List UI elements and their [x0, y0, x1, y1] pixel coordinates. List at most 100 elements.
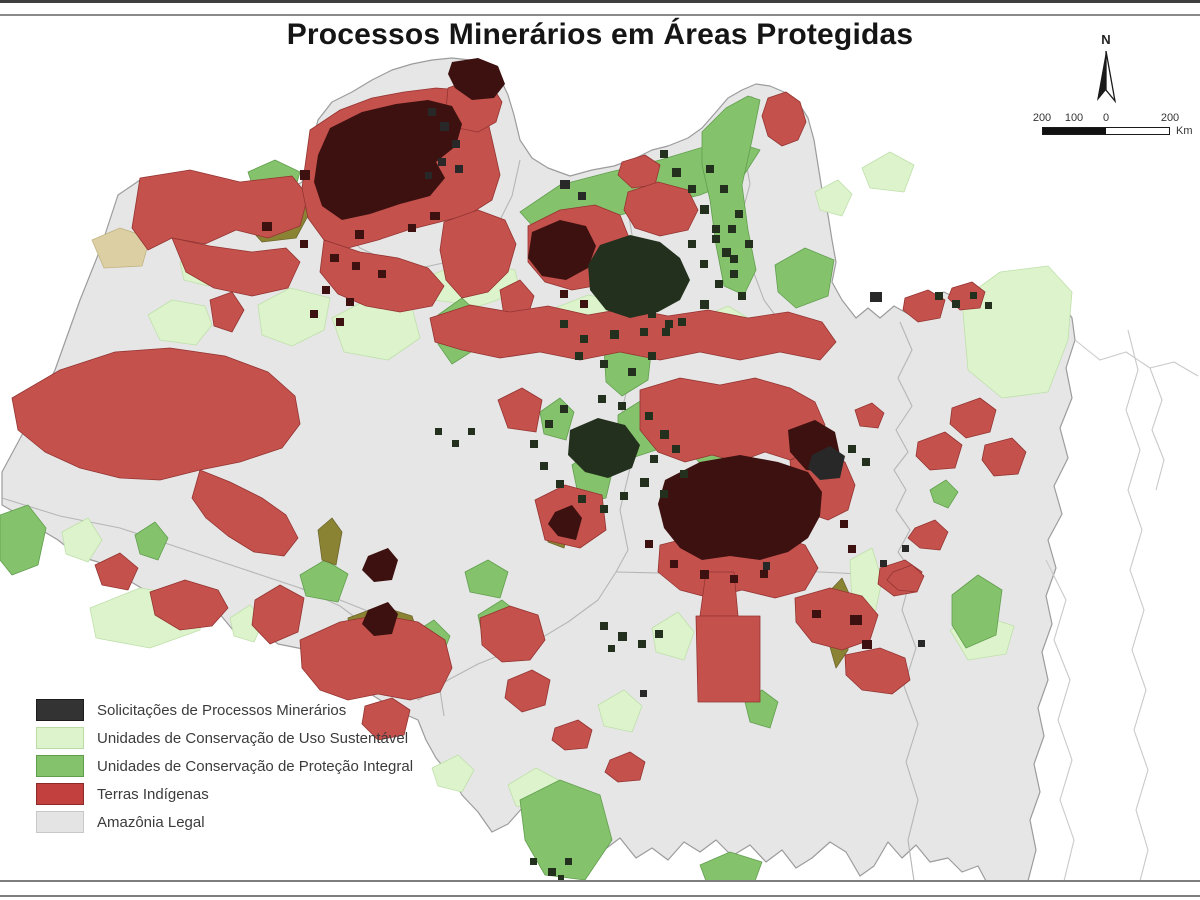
legend-swatch: [36, 699, 84, 721]
protecao-integral-areas: [134, 521, 169, 561]
uso-sustentavel-areas: [597, 689, 643, 733]
mining-over-conservation-areas: [935, 292, 992, 309]
legend-item: Solicitações de Processos Minerários: [36, 699, 413, 721]
legend: Solicitações de Processos Minerários Unid…: [36, 699, 413, 839]
top-border-line: [0, 0, 1200, 3]
terras-indigenas-areas: [844, 647, 911, 695]
scale-tick-label: 0: [1102, 112, 1110, 124]
protecao-integral-areas: [299, 559, 349, 603]
legend-item: Terras Indígenas: [36, 783, 413, 805]
legend-item: Amazônia Legal: [36, 811, 413, 833]
outside-boundary-lines: [1045, 559, 1075, 882]
uso-sustentavel-areas: [147, 299, 213, 346]
tan-overlap-areas: [91, 227, 151, 269]
terras-indigenas-areas: [361, 697, 411, 741]
mining-over-indigenous-areas: [448, 58, 505, 100]
scale-tick-label: 100: [1064, 112, 1084, 124]
outside-boundary-lines: [1125, 329, 1149, 882]
legend-item: Unidades de Conservação de Uso Sustentáv…: [36, 727, 413, 749]
terras-indigenas-areas: [949, 397, 997, 439]
protecao-integral-areas: [0, 504, 47, 576]
mining-over-conservation-areas: [600, 622, 663, 652]
terras-indigenas-areas: [886, 564, 925, 593]
terras-indigenas-areas: [171, 237, 301, 297]
protecao-integral-areas: [774, 247, 835, 309]
terras-indigenas-areas: [981, 437, 1027, 477]
uso-sustentavel-areas: [961, 265, 1073, 399]
legend-swatch: [36, 755, 84, 777]
uso-sustentavel-areas: [814, 179, 853, 217]
uso-sustentavel-areas: [61, 517, 103, 563]
terras-indigenas-areas: [854, 402, 885, 429]
map-layers: [0, 57, 1199, 882]
mining-over-conservation-areas: [660, 150, 746, 300]
scale-segment-filled: [1043, 128, 1106, 134]
bottom-border-line: [0, 895, 1200, 897]
protecao-integral-areas: [929, 479, 959, 509]
mining-over-indigenous-areas: [362, 602, 398, 636]
mining-over-conservation-areas: [848, 445, 870, 466]
terras-indigenas-areas: [497, 387, 543, 433]
terras-indigenas-areas: [439, 209, 517, 299]
olive-overlap-areas: [317, 517, 343, 566]
legend-swatch: [36, 783, 84, 805]
terras-indigenas-areas: [149, 579, 229, 631]
mining-over-indigenous-areas: [548, 505, 582, 540]
top-rule-line: [0, 14, 1200, 16]
outside-boundary-lines: [1074, 339, 1199, 377]
mining-over-conservation-areas: [560, 225, 753, 376]
mining-over-gray-areas: [808, 446, 845, 480]
terras-indigenas-areas: [761, 91, 807, 147]
mining-over-conservation-areas: [530, 858, 572, 881]
terras-indigenas-areas: [94, 552, 139, 591]
mining-over-gray-areas: [425, 108, 463, 179]
terras-indigenas-areas: [251, 584, 305, 645]
terras-indigenas-areas: [604, 751, 646, 783]
uso-sustentavel-areas: [861, 151, 915, 193]
uso-sustentavel-areas: [257, 287, 331, 347]
north-arrow: N: [1088, 32, 1124, 110]
protecao-integral-areas: [699, 851, 763, 882]
mining-over-indigenous-areas: [300, 100, 462, 326]
north-label: N: [1101, 32, 1111, 47]
scale-unit-label: Km: [1176, 125, 1193, 137]
state-boundary-lines: [893, 321, 919, 882]
protecao-integral-areas: [951, 574, 1003, 649]
terras-indigenas-areas: [623, 181, 699, 237]
legend-label: Amazônia Legal: [97, 813, 205, 831]
outside-boundary-lines: [1149, 367, 1165, 491]
legend-label: Unidades de Conservação de Proteção Inte…: [97, 757, 414, 775]
mining-over-conservation-areas: [648, 310, 686, 336]
terras-indigenas-areas: [551, 719, 593, 751]
mining-over-conservation-areas: [530, 395, 688, 513]
mining-over-indigenous-areas: [528, 220, 632, 308]
scale-track: [1042, 127, 1170, 135]
map-title: Processos Minerários em Áreas Protegidas: [286, 18, 914, 51]
mining-over-indigenous-areas: [362, 548, 398, 582]
scale-tick-label: 200: [1032, 112, 1052, 124]
terras-indigenas-areas: [479, 605, 546, 663]
legend-label: Unidades de Conservação de Uso Sustentáv…: [97, 729, 409, 747]
scale-tick-label: 200: [1160, 112, 1180, 124]
north-arrow-icon: [1097, 50, 1117, 104]
legend-swatch: [36, 811, 84, 833]
protecao-integral-areas: [519, 779, 613, 881]
uso-sustentavel-areas: [431, 754, 475, 793]
terras-indigenas-areas: [695, 615, 761, 703]
legend-item: Unidades de Conservação de Proteção Inte…: [36, 755, 413, 777]
legend-label: Terras Indígenas: [97, 785, 209, 803]
bottom-rule-line: [0, 880, 1200, 882]
terras-indigenas-areas: [915, 431, 963, 471]
terras-indigenas-areas: [504, 669, 551, 713]
mining-over-gray-areas: [560, 180, 586, 200]
terras-indigenas-areas: [11, 347, 301, 481]
protecao-integral-areas: [464, 559, 509, 599]
scale-bar: 200 100 0 200 Km: [1032, 112, 1193, 144]
legend-swatch: [36, 727, 84, 749]
mining-over-conservation-areas: [435, 428, 475, 447]
terras-indigenas-areas: [902, 289, 946, 323]
mining-over-indigenous-areas: [645, 455, 856, 583]
terras-indigenas-areas: [429, 304, 837, 361]
